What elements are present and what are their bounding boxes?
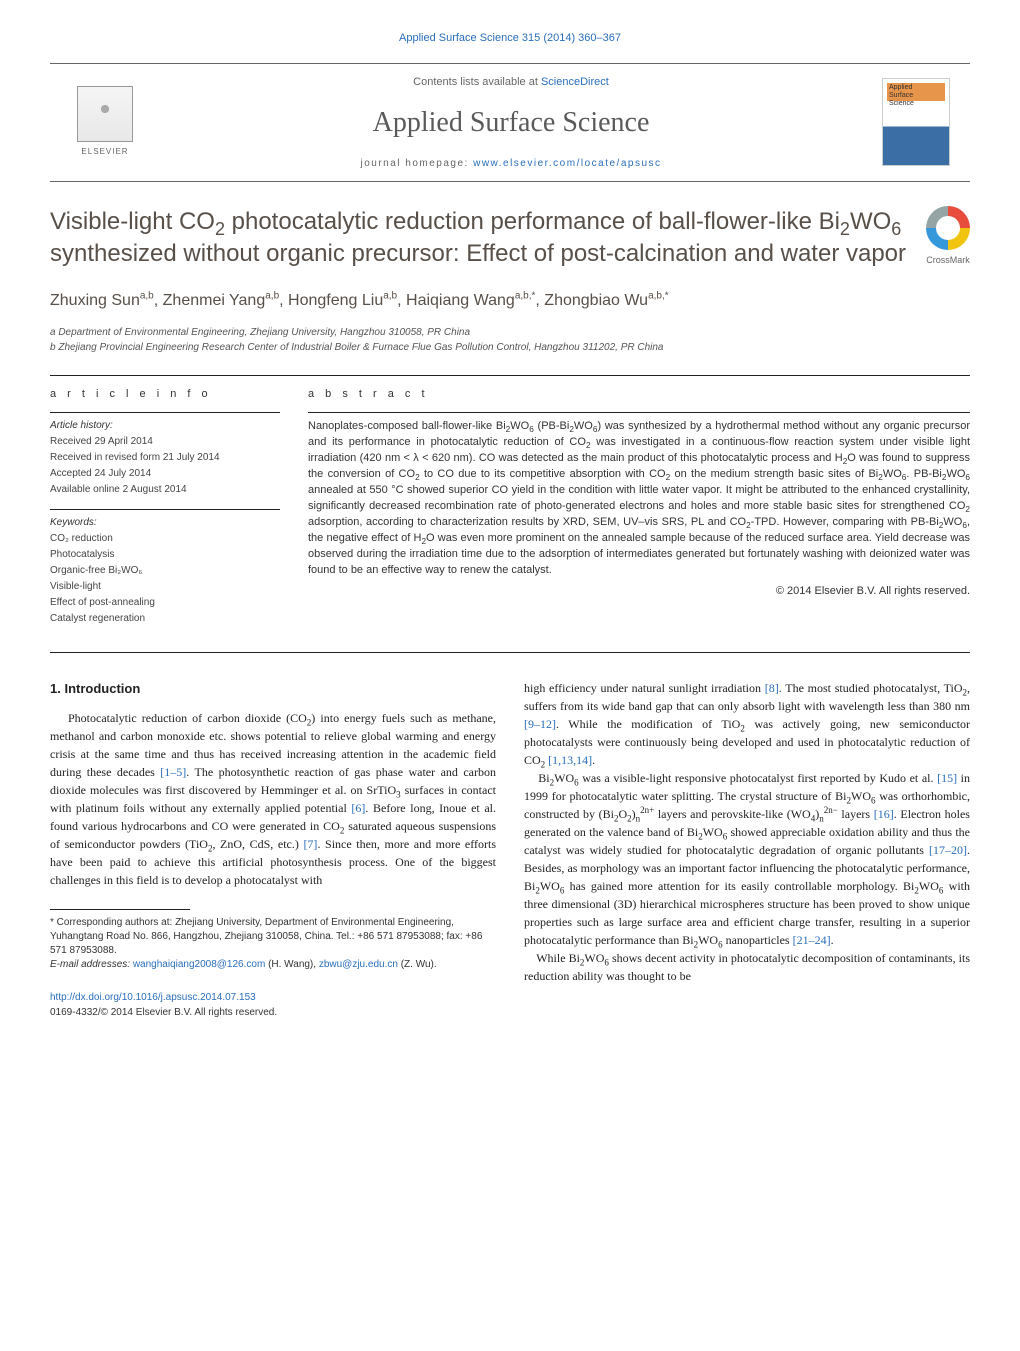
body-columns: 1. Introduction Photocatalytic reduction… bbox=[50, 679, 970, 1020]
contents-line: Contents lists available at ScienceDirec… bbox=[140, 74, 882, 91]
homepage-prefix: journal homepage: bbox=[360, 158, 473, 169]
article-info-col: a r t i c l e i n f o Article history: R… bbox=[50, 386, 280, 639]
sciencedirect-link[interactable]: ScienceDirect bbox=[541, 76, 609, 88]
emails-footnote: E-mail addresses: wanghaiqiang2008@126.c… bbox=[50, 958, 496, 972]
journal-name: Applied Surface Science bbox=[140, 102, 882, 144]
keyword-5: Catalyst regeneration bbox=[50, 612, 280, 626]
email-link-1[interactable]: wanghaiqiang2008@126.com bbox=[133, 959, 265, 970]
authors-line: Zhuxing Suna,b, Zhenmei Yanga,b, Hongfen… bbox=[50, 289, 970, 313]
keywords-block: Keywords: CO₂ reduction Photocatalysis O… bbox=[50, 516, 280, 626]
body-col-left: 1. Introduction Photocatalytic reduction… bbox=[50, 679, 496, 1020]
article-history: Article history: Received 29 April 2014 … bbox=[50, 419, 280, 497]
keyword-3: Visible-light bbox=[50, 580, 280, 594]
contents-center: Contents lists available at ScienceDirec… bbox=[140, 74, 882, 172]
article-title: Visible-light CO2 photocatalytic reducti… bbox=[50, 206, 906, 271]
intro-para-right: high efficiency under natural sunlight i… bbox=[524, 679, 970, 985]
issn-line: 0169-4332/© 2014 Elsevier B.V. All right… bbox=[50, 1005, 496, 1020]
article-info-label: a r t i c l e i n f o bbox=[50, 386, 280, 403]
email1-who: (H. Wang), bbox=[265, 959, 319, 970]
journal-cover-thumb[interactable]: Applied Surface Science bbox=[882, 78, 950, 166]
section-number: 1. bbox=[50, 681, 61, 696]
contents-band: ELSEVIER Contents lists available at Sci… bbox=[50, 63, 970, 183]
crossmark-label: CrossMark bbox=[926, 254, 970, 268]
info-rule-2 bbox=[50, 509, 280, 510]
keyword-1: Photocatalysis bbox=[50, 548, 280, 562]
abstract-label: a b s t r a c t bbox=[308, 386, 970, 403]
corresponding-footnote: * Corresponding authors at: Zhejiang Uni… bbox=[50, 916, 496, 958]
body-col-right: high efficiency under natural sunlight i… bbox=[524, 679, 970, 1020]
divider-bottom bbox=[50, 652, 970, 653]
crossmark-button[interactable]: CrossMark bbox=[926, 206, 970, 268]
history-0: Received 29 April 2014 bbox=[50, 435, 280, 449]
contents-prefix: Contents lists available at bbox=[413, 76, 541, 88]
intro-para-left: Photocatalytic reduction of carbon dioxi… bbox=[50, 709, 496, 889]
email2-who: (Z. Wu). bbox=[398, 959, 437, 970]
doi-block: http://dx.doi.org/10.1016/j.apsusc.2014.… bbox=[50, 990, 496, 1020]
divider-top bbox=[50, 375, 970, 376]
doi-link[interactable]: http://dx.doi.org/10.1016/j.apsusc.2014.… bbox=[50, 992, 256, 1003]
history-head: Article history: bbox=[50, 419, 280, 433]
elsevier-tree-icon bbox=[77, 86, 133, 142]
crossmark-icon bbox=[926, 206, 970, 250]
abstract-copyright: © 2014 Elsevier B.V. All rights reserved… bbox=[308, 583, 970, 600]
history-1: Received in revised form 21 July 2014 bbox=[50, 451, 280, 465]
affiliation-a: a Department of Environmental Engineerin… bbox=[50, 325, 970, 340]
elsevier-logo[interactable]: ELSEVIER bbox=[70, 82, 140, 162]
history-2: Accepted 24 July 2014 bbox=[50, 467, 280, 481]
homepage-url[interactable]: www.elsevier.com/locate/apsusc bbox=[473, 158, 661, 169]
section-title: Introduction bbox=[64, 681, 140, 696]
abstract-text: Nanoplates-composed ball-flower-like Bi2… bbox=[308, 419, 970, 578]
keyword-0: CO₂ reduction bbox=[50, 532, 280, 546]
footnote-sep bbox=[50, 909, 190, 910]
info-rule-1 bbox=[50, 412, 280, 413]
affiliations: a Department of Environmental Engineerin… bbox=[50, 325, 970, 355]
journal-cover-text: Applied Surface Science bbox=[889, 84, 914, 107]
abstract-rule bbox=[308, 412, 970, 413]
email-link-2[interactable]: zbwu@zju.edu.cn bbox=[319, 959, 398, 970]
citation-header: Applied Surface Science 315 (2014) 360–3… bbox=[50, 30, 970, 47]
history-3: Available online 2 August 2014 bbox=[50, 483, 280, 497]
homepage-line: journal homepage: www.elsevier.com/locat… bbox=[140, 156, 882, 171]
footnotes: * Corresponding authors at: Zhejiang Uni… bbox=[50, 916, 496, 972]
abstract-col: a b s t r a c t Nanoplates-composed ball… bbox=[308, 386, 970, 639]
elsevier-name: ELSEVIER bbox=[81, 146, 128, 158]
affiliation-b: b Zhejiang Provincial Engineering Resear… bbox=[50, 340, 970, 355]
keyword-4: Effect of post-annealing bbox=[50, 596, 280, 610]
keywords-head: Keywords: bbox=[50, 516, 280, 530]
keyword-2: Organic-free Bi₂WO₆ bbox=[50, 564, 280, 578]
section-heading: 1. Introduction bbox=[50, 679, 496, 699]
